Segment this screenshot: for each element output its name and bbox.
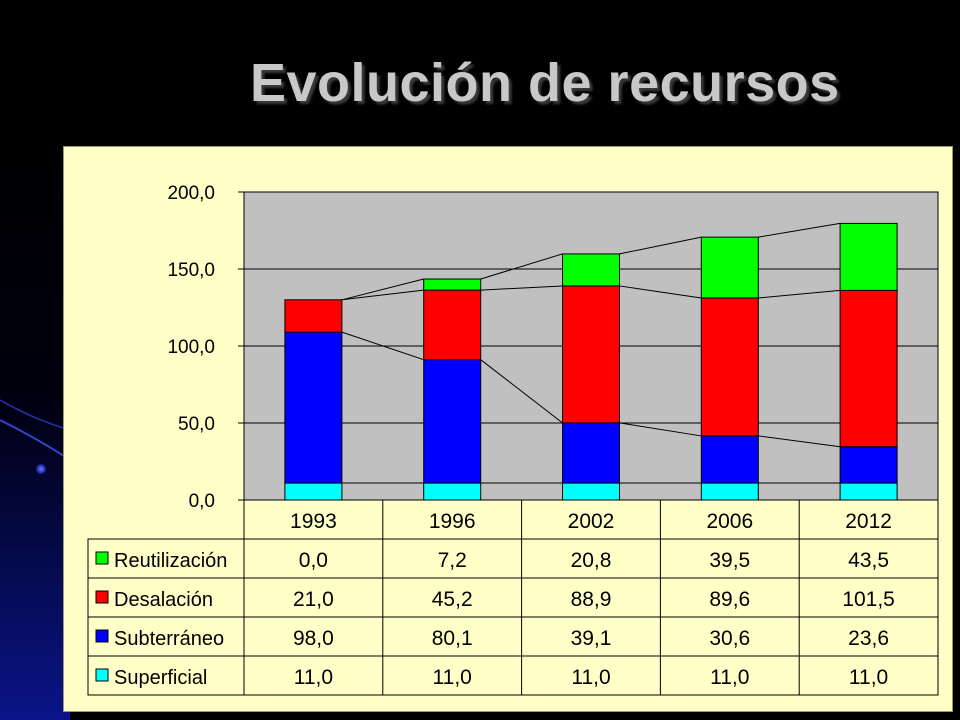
bar-segment	[562, 482, 620, 501]
series-line	[758, 435, 841, 448]
bar-segment	[562, 253, 620, 287]
bar-segment	[562, 285, 620, 424]
data-label: 43,5	[848, 549, 889, 572]
category-label: 1993	[290, 510, 337, 533]
data-label: 0,0	[299, 549, 328, 572]
data-label: 23,6	[848, 627, 889, 650]
legend-key	[95, 629, 109, 643]
category-label: 1996	[429, 510, 476, 533]
legend-key	[95, 590, 109, 604]
data-label: 39,1	[571, 627, 612, 650]
bar-segment	[284, 331, 343, 484]
data-label: 30,6	[709, 627, 750, 650]
data-label: 21,0	[293, 588, 334, 611]
category-label: 2006	[706, 510, 753, 533]
series-line	[619, 422, 702, 437]
y-tick-label: 0,0	[189, 491, 215, 512]
data-label: 80,1	[432, 627, 473, 650]
data-label: 11,0	[571, 666, 610, 689]
series-line	[480, 285, 563, 291]
series-line	[619, 285, 702, 299]
y-tick-label: 150,0	[167, 260, 215, 281]
bar-segment	[423, 359, 482, 484]
data-label: 11,0	[294, 666, 333, 689]
bar-segment	[562, 422, 620, 484]
data-label: 11,0	[849, 666, 888, 689]
bar-segment	[700, 236, 759, 299]
bar-segment	[839, 446, 898, 484]
bar-segment	[700, 482, 759, 501]
stacked-bar-chart: 0,0 50,0 100,0 150,0 200,0 1993 1996 2002 2006 20…	[87, 183, 939, 696]
data-label: 45,2	[432, 588, 473, 611]
bar-segment	[284, 482, 343, 501]
data-label: 89,6	[709, 588, 750, 611]
chart-panel: 0,0 50,0 100,0 150,0 200,0 1993 1996 2002 2006 20…	[63, 146, 953, 712]
bar-segment	[423, 289, 482, 361]
data-label: 101,5	[842, 588, 895, 611]
category-label: 2002	[568, 510, 615, 533]
legend-label: Reutilización	[114, 550, 227, 572]
legend-label: Subterráneo	[114, 628, 224, 650]
series-line	[341, 289, 424, 301]
data-label: 7,2	[438, 549, 467, 572]
legend-key	[95, 668, 109, 682]
data-label: 88,9	[571, 588, 612, 611]
series-line	[619, 236, 702, 255]
series-line	[758, 222, 841, 238]
series-line	[480, 253, 563, 280]
bar-segment	[423, 278, 482, 291]
slide-title: Evolución de recursos	[250, 53, 840, 113]
data-label: 39,5	[709, 549, 750, 572]
series-line	[758, 289, 841, 299]
bar-segment	[839, 222, 898, 291]
y-tick-label: 200,0	[167, 183, 215, 204]
series-line	[341, 331, 424, 361]
y-tick-label: 100,0	[167, 337, 215, 358]
data-label: 98,0	[293, 627, 334, 650]
legend-label: Desalación	[114, 589, 213, 611]
data-label: 11,0	[433, 666, 472, 689]
bar-segment	[284, 299, 343, 333]
data-label: 20,8	[571, 549, 612, 572]
bar-segment	[700, 435, 759, 484]
bar-segment	[700, 297, 759, 437]
data-label: 11,0	[710, 666, 749, 689]
legend-label: Superficial	[114, 667, 207, 689]
bar-segment	[839, 482, 898, 501]
legend-key	[95, 551, 109, 565]
series-line	[480, 359, 563, 424]
bar-segment	[839, 289, 898, 448]
category-label: 2012	[845, 510, 892, 533]
series-line	[341, 278, 424, 301]
bar-segment	[423, 482, 482, 501]
y-tick-label: 50,0	[178, 414, 215, 435]
